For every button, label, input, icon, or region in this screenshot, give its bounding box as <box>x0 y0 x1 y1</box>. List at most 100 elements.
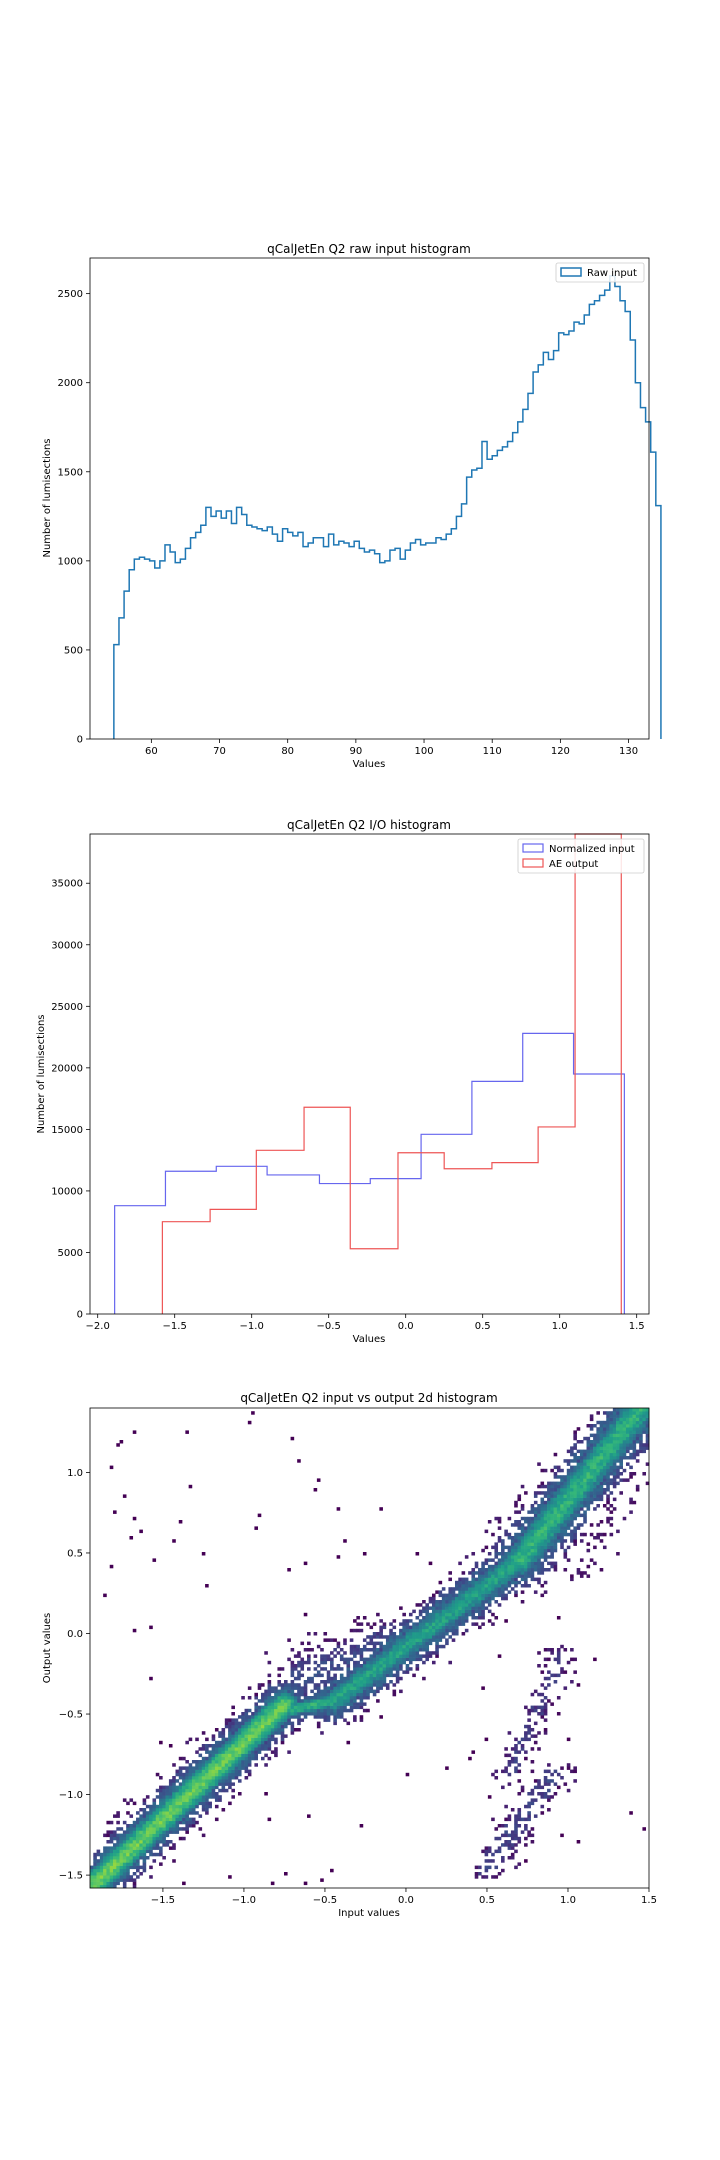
heatmap-cell <box>478 1600 482 1604</box>
heatmap-cell <box>254 1692 258 1697</box>
heatmap-cell <box>231 1718 235 1722</box>
heatmap-cell <box>445 1632 449 1636</box>
heatmap-cell <box>520 1568 525 1572</box>
heatmap-cell <box>517 1824 522 1828</box>
heatmap-cell <box>136 1849 140 1854</box>
heatmap-cell <box>478 1606 482 1610</box>
heatmap-cell <box>323 1638 328 1642</box>
heatmap-cell <box>586 1465 591 1470</box>
heatmap-cell <box>188 1484 193 1489</box>
heatmap-cell <box>195 1763 199 1767</box>
heatmap-cell <box>524 1584 528 1588</box>
heatmap-cell <box>422 1638 426 1642</box>
heatmap-cell <box>93 1865 97 1870</box>
heatmap-cell <box>514 1500 518 1505</box>
heatmap-cell <box>366 1641 370 1646</box>
heatmap-cell <box>606 1484 610 1489</box>
heatmap-cell <box>320 1705 324 1710</box>
heatmap-cell <box>602 1481 607 1486</box>
heatmap-cell <box>260 1683 265 1687</box>
heatmap-cell <box>474 1580 479 1585</box>
heatmap-cell <box>589 1475 594 1479</box>
heatmap-cell <box>556 1481 561 1486</box>
heatmap-cell <box>372 1692 377 1697</box>
heatmap-cell <box>487 1577 492 1582</box>
heatmap-cell <box>231 1744 235 1748</box>
heatmap-cell <box>484 1849 489 1854</box>
heatmap-cell <box>224 1769 229 1774</box>
heatmap-cell <box>576 1484 581 1489</box>
heatmap-cell <box>336 1644 341 1649</box>
x-tick-label: 1.5 <box>629 1321 645 1332</box>
heatmap-cell <box>211 1750 216 1754</box>
heatmap-cell <box>182 1801 186 1806</box>
legend-box <box>517 838 645 874</box>
heatmap-cell <box>178 1827 183 1831</box>
heatmap-cell <box>625 1436 630 1441</box>
heatmap-cell <box>543 1491 548 1495</box>
heatmap-cell <box>524 1539 528 1543</box>
heatmap-cell <box>609 1433 614 1438</box>
heatmap-cell <box>310 1689 314 1694</box>
heatmap-cell <box>563 1539 568 1543</box>
heatmap-cell <box>543 1500 548 1505</box>
heatmap-cell <box>310 1676 314 1681</box>
heatmap-cell <box>454 1619 459 1623</box>
heatmap-cell <box>632 1472 637 1476</box>
heatmap-cell <box>336 1696 341 1700</box>
heatmap-cell <box>533 1814 538 1818</box>
heatmap-cell <box>543 1548 548 1553</box>
heatmap-cell <box>155 1772 160 1777</box>
heatmap-cell <box>389 1632 393 1636</box>
heatmap-cell <box>293 1715 298 1719</box>
heatmap-cell <box>468 1612 472 1617</box>
heatmap-cell <box>155 1827 160 1831</box>
heatmap-cell <box>461 1603 466 1607</box>
heatmap-cell <box>576 1497 581 1502</box>
heatmap-cell <box>573 1769 577 1774</box>
heatmap-cell <box>297 1702 301 1706</box>
heatmap-cell <box>632 1452 637 1457</box>
heatmap-cell <box>395 1660 400 1665</box>
heatmap-cell <box>461 1590 466 1594</box>
heatmap-cell <box>487 1596 492 1601</box>
heatmap-cell <box>606 1500 610 1505</box>
heatmap-cell <box>474 1875 479 1879</box>
x-axis-label: Values <box>353 1334 386 1345</box>
heatmap-cell <box>234 1744 239 1748</box>
heatmap-cell <box>376 1689 380 1694</box>
heatmap-cell <box>399 1648 403 1652</box>
heatmap-cell <box>596 1523 600 1527</box>
heatmap-cell <box>458 1577 462 1582</box>
heatmap-cell <box>625 1430 630 1434</box>
heatmap-cell <box>570 1494 574 1498</box>
heatmap-cell <box>343 1660 347 1665</box>
heatmap-cell <box>553 1536 558 1540</box>
heatmap-cell <box>201 1808 206 1812</box>
heatmap-cell <box>113 1862 117 1866</box>
heatmap-cell <box>356 1616 360 1620</box>
heatmap-cell <box>313 1488 318 1492</box>
heatmap-cell <box>412 1657 416 1662</box>
heatmap-cell <box>339 1702 344 1706</box>
heatmap-cell <box>395 1654 400 1658</box>
heatmap-cell <box>524 1491 528 1495</box>
heatmap-cell <box>527 1708 531 1713</box>
heatmap-cell <box>468 1590 472 1594</box>
heatmap-cell <box>524 1724 528 1729</box>
heatmap-cell <box>290 1705 295 1710</box>
heatmap-cell <box>356 1622 360 1626</box>
heatmap-cell <box>343 1702 347 1706</box>
heatmap-cell <box>635 1433 640 1438</box>
heatmap-cell <box>537 1571 541 1575</box>
heatmap-cell <box>103 1852 107 1857</box>
heatmap-cell <box>573 1510 577 1514</box>
heatmap-cell <box>182 1756 186 1761</box>
heatmap-cell <box>205 1737 209 1742</box>
heatmap-cell <box>632 1456 637 1460</box>
heatmap-cell <box>441 1628 446 1633</box>
heatmap-cell <box>221 1788 226 1793</box>
heatmap-cell <box>540 1548 545 1553</box>
heatmap-cell <box>602 1456 607 1460</box>
heatmap-cell <box>586 1478 591 1482</box>
